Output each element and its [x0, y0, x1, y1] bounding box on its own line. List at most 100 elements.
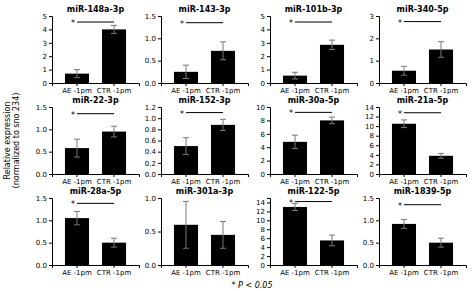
axis-line	[376, 17, 380, 84]
tick-mark	[49, 243, 52, 244]
error-line	[76, 139, 77, 157]
y-tick: 1.0	[145, 35, 161, 43]
tick-mark	[49, 56, 52, 57]
plot-area	[174, 201, 235, 265]
bar	[211, 125, 235, 174]
panel-title: miR-21a-5p	[397, 96, 449, 105]
tick-mark	[76, 174, 77, 177]
tick-mark	[76, 83, 77, 86]
plot-area	[283, 22, 344, 83]
x-tick: AE -1pm	[62, 265, 92, 277]
y-axis: 0.00.51.01.5	[36, 195, 53, 270]
panel: miR-22-3p0.00.51.01.5AE -1pmCTR -1pm*	[36, 96, 140, 186]
y-tick: 0.5	[36, 148, 52, 156]
tick-label: 1	[43, 66, 47, 74]
tick-label: 2	[261, 253, 265, 261]
panel-title: miR-340-5p	[397, 5, 449, 14]
tick-mark	[158, 174, 161, 175]
bar	[283, 207, 307, 265]
significance-line	[404, 21, 441, 22]
tick-mark	[267, 83, 270, 84]
tick-label: 4	[43, 26, 48, 34]
y-tick: 14	[365, 104, 379, 112]
axis-line	[162, 84, 249, 87]
tick-label: 1.5	[363, 195, 374, 203]
y-axis: 012345	[261, 13, 271, 88]
panel: miR-1839-5p0.00.51.01.5AE -1pmCTR -1pm*	[363, 187, 467, 277]
y-tick: 1.5	[36, 104, 52, 112]
x-tick: AE -1pm	[62, 174, 92, 186]
axis-line	[49, 17, 53, 84]
y-tick: 2	[261, 53, 270, 61]
error-cap	[183, 154, 189, 155]
x-axis: AE -1pmCTR -1pm	[162, 265, 249, 277]
significance-label: *	[71, 200, 75, 209]
tick-mark	[267, 211, 270, 212]
x-tick: CTR -1pm	[206, 83, 241, 95]
error-bar	[401, 120, 407, 128]
tick-mark	[49, 29, 52, 30]
tick-label: 10	[365, 123, 374, 131]
axis-line	[267, 17, 271, 84]
tick-label: 0.5	[36, 148, 47, 156]
error-line	[114, 238, 115, 247]
y-tick: 12	[365, 113, 379, 121]
significance-label: *	[289, 109, 293, 118]
significance-line	[295, 112, 332, 113]
tick-mark	[223, 83, 224, 86]
error-cap	[183, 201, 189, 202]
error-line	[294, 203, 295, 210]
x-tick: CTR -1pm	[206, 174, 241, 186]
tick-mark	[158, 107, 161, 108]
error-bar	[111, 126, 117, 137]
significance-label: *	[398, 19, 402, 28]
tick-mark	[223, 265, 224, 268]
tick-label: 0.0	[36, 171, 47, 179]
axis-line	[158, 17, 162, 84]
bar	[65, 218, 89, 265]
y-tick: 1.5	[36, 195, 52, 203]
tick-label: 6	[261, 131, 266, 139]
y-tick: 0.0	[145, 262, 161, 270]
tick-label: 2	[43, 53, 47, 61]
tick-mark	[376, 107, 379, 108]
error-cap	[183, 137, 189, 138]
error-cap	[183, 65, 189, 66]
y-axis: 0246810	[256, 104, 270, 179]
tick-label: 14	[365, 104, 374, 112]
y-tick: 10	[256, 217, 270, 225]
panel: miR-30a-5p0246810AE -1pmCTR -1pm*	[256, 96, 357, 186]
error-line	[223, 119, 224, 130]
error-line	[294, 135, 295, 148]
tick-label: 1.5	[36, 104, 47, 112]
tick-label: 4	[261, 26, 266, 34]
error-line	[76, 70, 77, 78]
tick-label: 0.5	[145, 57, 156, 65]
axis-line	[158, 108, 162, 175]
error-cap	[183, 78, 189, 79]
y-tick: 8	[261, 117, 270, 125]
tick-mark	[267, 220, 270, 221]
y-tick: 0	[261, 80, 270, 88]
tick-mark	[267, 29, 270, 30]
tick-mark	[49, 83, 52, 84]
plot-area	[283, 202, 344, 265]
tick-label: 0	[370, 80, 374, 88]
error-line	[114, 25, 115, 33]
error-cap	[329, 245, 335, 246]
y-tick: 1.5	[145, 13, 161, 21]
tick-mark	[267, 16, 270, 17]
error-cap	[292, 135, 298, 136]
error-cap	[401, 66, 407, 67]
x-tick: CTR -1pm	[315, 174, 350, 186]
panel-title: miR-22-3p	[72, 96, 119, 105]
plot-area	[65, 22, 126, 83]
axis-line	[376, 108, 380, 175]
tick-label: 0.4	[145, 148, 157, 156]
axis-line	[267, 199, 271, 266]
tick-label: 1	[261, 66, 265, 74]
tick-label: 0.5	[36, 239, 47, 247]
y-axis: 02468101214	[365, 104, 379, 179]
error-cap	[329, 40, 335, 41]
y-tick: 0.5	[36, 239, 52, 247]
